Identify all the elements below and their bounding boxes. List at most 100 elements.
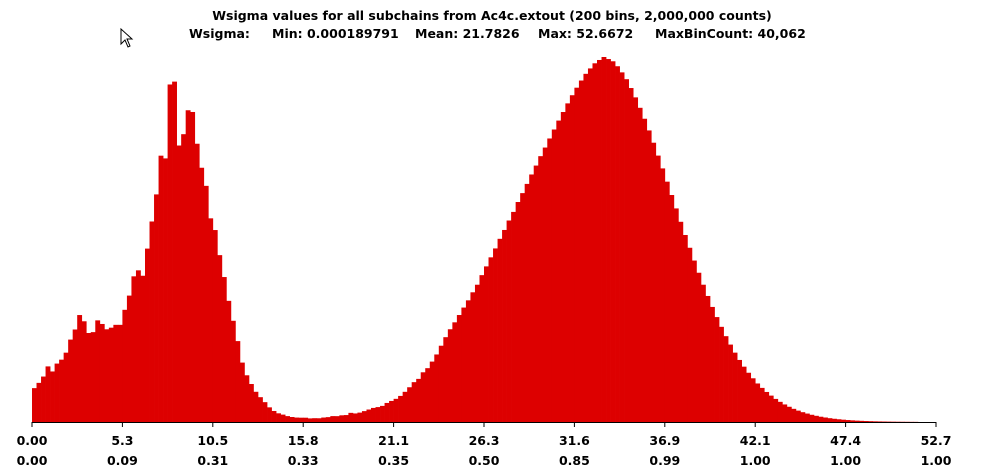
cumulative-tick-labels: 0.00 0.09 0.31 0.33 0.35 0.50 0.85 0.99 1.00 1.00…	[17, 453, 952, 468]
histogram-bar	[800, 412, 806, 422]
histogram-bar	[863, 421, 869, 422]
histogram-bar	[208, 218, 214, 422]
histogram-bar	[343, 415, 349, 422]
cumulative-tick-label: 0.09	[107, 453, 138, 468]
histogram-bar	[470, 292, 476, 422]
histogram-bar	[791, 408, 797, 422]
histogram-bar	[280, 414, 286, 422]
histogram-bar	[271, 410, 277, 422]
histogram-bar	[832, 418, 837, 422]
histogram-bar	[827, 418, 833, 422]
histogram-bar	[479, 275, 485, 422]
histogram-bar	[117, 324, 123, 422]
histogram-bar	[294, 417, 300, 422]
cumulative-tick-label: 1.00	[921, 453, 952, 468]
histogram-bar	[154, 194, 159, 422]
histogram-bar	[389, 400, 394, 422]
histogram-bar	[502, 229, 507, 422]
histogram-bar	[172, 81, 177, 423]
histogram-bar	[68, 339, 74, 422]
histogram-bar	[755, 383, 761, 422]
histogram-bar	[334, 416, 340, 422]
histogram-bar	[86, 333, 92, 422]
histogram-bar	[303, 417, 309, 422]
histogram-bar	[122, 309, 128, 422]
histogram-bar	[551, 129, 557, 422]
x-tick-label: 47.4	[830, 433, 861, 448]
cumulative-tick-label: 1.00	[740, 453, 771, 468]
histogram-bar	[357, 412, 363, 422]
histogram-bar	[601, 57, 607, 422]
histogram-bar	[597, 59, 602, 423]
histogram-bar	[212, 230, 218, 422]
histogram-bar	[587, 68, 593, 423]
stats-min: Min: 0.000189791	[272, 26, 399, 41]
histogram-bar	[547, 138, 553, 423]
histogram-bar	[425, 368, 431, 422]
histogram-bar	[407, 387, 413, 422]
x-tick-label: 52.7	[921, 433, 952, 448]
cumulative-tick-label: 0.85	[559, 453, 590, 468]
histogram-bar	[877, 421, 883, 422]
histogram-bar	[416, 378, 422, 422]
cumulative-tick-label: 0.33	[288, 453, 319, 468]
histogram-bar	[185, 110, 191, 422]
histogram-bar	[126, 295, 132, 422]
histogram-bar	[384, 402, 390, 422]
histogram-bar	[719, 326, 724, 422]
histogram-bar	[63, 352, 69, 422]
cumulative-tick-label: 0.00	[17, 453, 48, 468]
histogram-bar	[669, 195, 675, 422]
histogram-bar	[488, 257, 494, 422]
histogram-bar	[836, 419, 842, 422]
histogram-bar	[737, 359, 742, 422]
histogram-bar	[750, 378, 756, 422]
histogram-bars	[32, 57, 919, 423]
histogram-bar	[533, 165, 539, 422]
histogram-bar	[411, 382, 417, 422]
histogram-bar	[850, 420, 855, 422]
histogram-bar	[569, 95, 575, 422]
histogram-bar	[728, 344, 733, 422]
histogram-bar	[461, 307, 467, 422]
histogram-bar	[633, 97, 639, 422]
histogram-bar	[651, 142, 657, 422]
histogram-bar	[108, 327, 114, 422]
histogram-bar	[474, 284, 480, 422]
histogram-bar	[371, 407, 376, 422]
histogram-bar	[158, 155, 164, 422]
histogram-bar	[54, 363, 60, 422]
histogram-bar	[813, 415, 819, 422]
x-axis-tick-labels: 0.00 5.3 10.5 15.8 21.1 26.3 31.6 36.9 42.1 47.4 5…	[17, 433, 952, 448]
histogram-bar	[307, 418, 313, 422]
histogram-bar	[352, 413, 358, 422]
x-tick-label: 42.1	[740, 433, 771, 448]
histogram-bar	[804, 413, 810, 422]
histogram-bar	[239, 362, 245, 422]
histogram-bar	[497, 238, 503, 422]
histogram-bar	[859, 420, 865, 422]
histogram-bar	[520, 193, 526, 422]
histogram-bar	[818, 416, 824, 422]
histogram-bar	[872, 421, 878, 422]
histogram-bar	[230, 320, 236, 422]
histogram-bar	[696, 272, 702, 422]
histogram-bar	[542, 147, 548, 423]
histogram-bar	[361, 411, 367, 422]
histogram-bar	[511, 211, 516, 422]
cumulative-tick-label: 0.50	[469, 453, 500, 468]
histogram-bar	[289, 417, 295, 422]
histogram-bar	[732, 352, 738, 422]
histogram-bar	[606, 59, 611, 422]
histogram-bar	[624, 79, 629, 422]
histogram-bar	[104, 329, 110, 422]
histogram-bar	[615, 66, 620, 423]
x-tick-label: 21.1	[378, 433, 409, 448]
histogram-bar	[339, 415, 345, 422]
histogram-bar	[77, 315, 83, 422]
histogram-bar	[267, 407, 272, 422]
histogram-bar	[538, 156, 544, 422]
histogram-bar	[316, 418, 322, 422]
histogram-bar	[262, 402, 268, 422]
histogram-bar	[348, 412, 354, 422]
